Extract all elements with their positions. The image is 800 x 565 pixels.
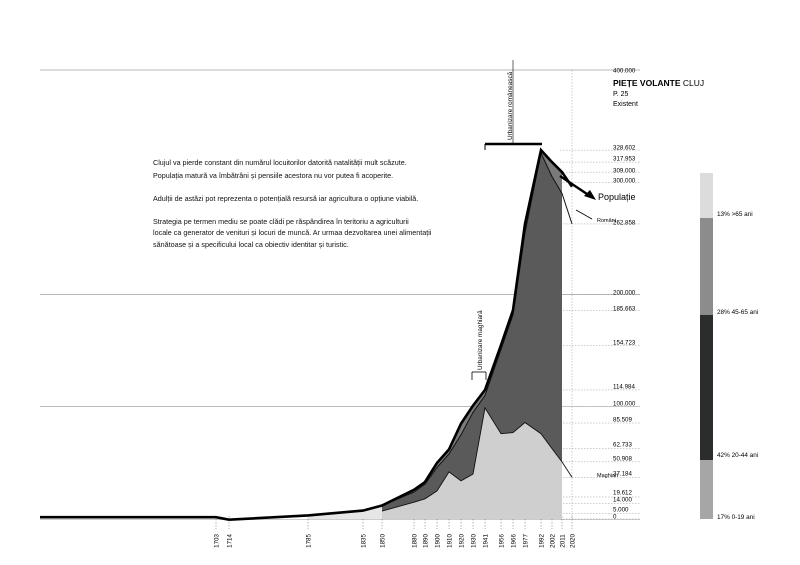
x-tick-label: 1966	[511, 534, 518, 548]
age-label: 42% 20-44 ani	[717, 452, 758, 459]
y-tick-label: 19.612	[613, 490, 632, 497]
gridlines	[40, 69, 640, 520]
text-line: locale ca generator de venituri și locur…	[153, 228, 432, 237]
y-tick-label: 100.000	[613, 401, 636, 408]
y-tick-label: 400.000	[613, 68, 636, 75]
y-tick-label: 185.663	[613, 306, 636, 313]
area-romani	[382, 153, 562, 519]
x-tick-label: 1977	[523, 534, 530, 548]
urbanizare-maghiara-annotation: Urbanizare maghiară	[471, 310, 487, 380]
y-tick-label: 0	[613, 514, 617, 521]
y-tick-label: 317.953	[613, 156, 636, 163]
y-tick-label: 154.723	[613, 340, 636, 347]
series-line-romani	[381, 151, 573, 506]
urbanizare-maghiara-label: Urbanizare maghiară	[477, 310, 484, 370]
x-tick-label: 1714	[227, 534, 234, 548]
text-block: Clujul va pierde constant din numărul lo…	[153, 158, 432, 249]
header-subtitle: Existent	[613, 101, 638, 108]
legend-maghiari: Maghiari	[597, 473, 618, 479]
x-tick-label: 1910	[447, 534, 454, 548]
y-axis: 400.000 328.602 317.953 309.000 300.000 262.8…	[613, 68, 636, 521]
y-tick-label: 200.000	[613, 290, 636, 297]
x-tick-label: 1930	[471, 534, 478, 548]
x-tick-label: 1956	[499, 534, 506, 548]
age-label: 28% 45-65 ani	[717, 309, 758, 316]
header: PIEȚE VOLANTE CLUJ P. 25 Existent	[613, 78, 704, 108]
y-tick-label: 262.858	[613, 220, 636, 227]
age-label: 13% >65 ani	[717, 211, 753, 218]
y-tick-label: 309.000	[613, 168, 636, 175]
y-tick-label: 85.509	[613, 417, 632, 424]
x-tick-label: 1900	[435, 534, 442, 548]
legend-populatie: Populație	[598, 192, 636, 202]
x-axis: 1703 1714 1785 1835 1850 1880 1890 1900 1910 1920…	[214, 534, 577, 548]
x-tick-label: 1880	[412, 534, 419, 548]
y-tick-label: 300.000	[613, 178, 636, 185]
header-title: PIEȚE VOLANTE CLUJ	[613, 78, 704, 88]
x-tick-label: 1850	[380, 534, 387, 548]
text-line: Adulții de astăzi pot reprezenta o poten…	[153, 194, 418, 203]
x-tick-label: 1920	[459, 534, 466, 548]
y-tick-label: 14.000	[613, 497, 632, 504]
age-segment	[700, 173, 713, 218]
age-segment	[700, 460, 713, 519]
area-maghiari	[382, 407, 562, 519]
legend-romani: Români	[597, 218, 616, 224]
age-segment	[700, 217, 713, 315]
y-tick-label: 37.184	[613, 471, 632, 478]
text-line: Populația matură va îmbătrâni și pensiil…	[153, 171, 393, 180]
x-tick-label: 1703	[214, 534, 221, 548]
x-tick-label: 1941	[483, 534, 490, 548]
text-line: Strategia pe termen mediu se poate clădi…	[153, 217, 409, 226]
urbanizare-romaneasca-annotation: Urbanizare românească	[484, 60, 542, 150]
x-tick-label: 1835	[361, 534, 368, 548]
x-tick-label: 2002	[550, 534, 557, 548]
text-line: Clujul va pierde constant din numărul lo…	[153, 158, 407, 167]
y-tick-label: 5.000	[613, 507, 629, 514]
series-labels: Populație Români Maghiari	[559, 175, 636, 479]
series-line-populatie	[40, 147, 574, 522]
x-tick-label: 1785	[306, 534, 313, 548]
age-label: 17% 0-19 ani	[717, 514, 755, 521]
y-tick-label: 114.984	[613, 384, 635, 391]
age-segment	[700, 314, 713, 461]
vertical-gridlines	[215, 70, 573, 529]
x-tick-label: 1992	[539, 534, 546, 548]
y-tick-label: 328.602	[613, 145, 636, 152]
series-line-maghiari	[381, 406, 573, 512]
text-line: sănătoase și a specificului local ca obi…	[153, 240, 349, 249]
header-page: P. 25	[613, 91, 629, 98]
x-tick-label: 2020	[570, 534, 577, 548]
x-tick-label: 1890	[423, 534, 430, 548]
x-tick-label: 2011	[560, 534, 567, 548]
age-structure-bar: 13% >65 ani 28% 45-65 ani 42% 20-44 ani 17%…	[700, 173, 758, 521]
urbanizare-romaneasca-label: Urbanizare românească	[507, 71, 514, 140]
y-tick-label: 62.733	[613, 442, 632, 449]
y-tick-label: 50.908	[613, 456, 632, 463]
